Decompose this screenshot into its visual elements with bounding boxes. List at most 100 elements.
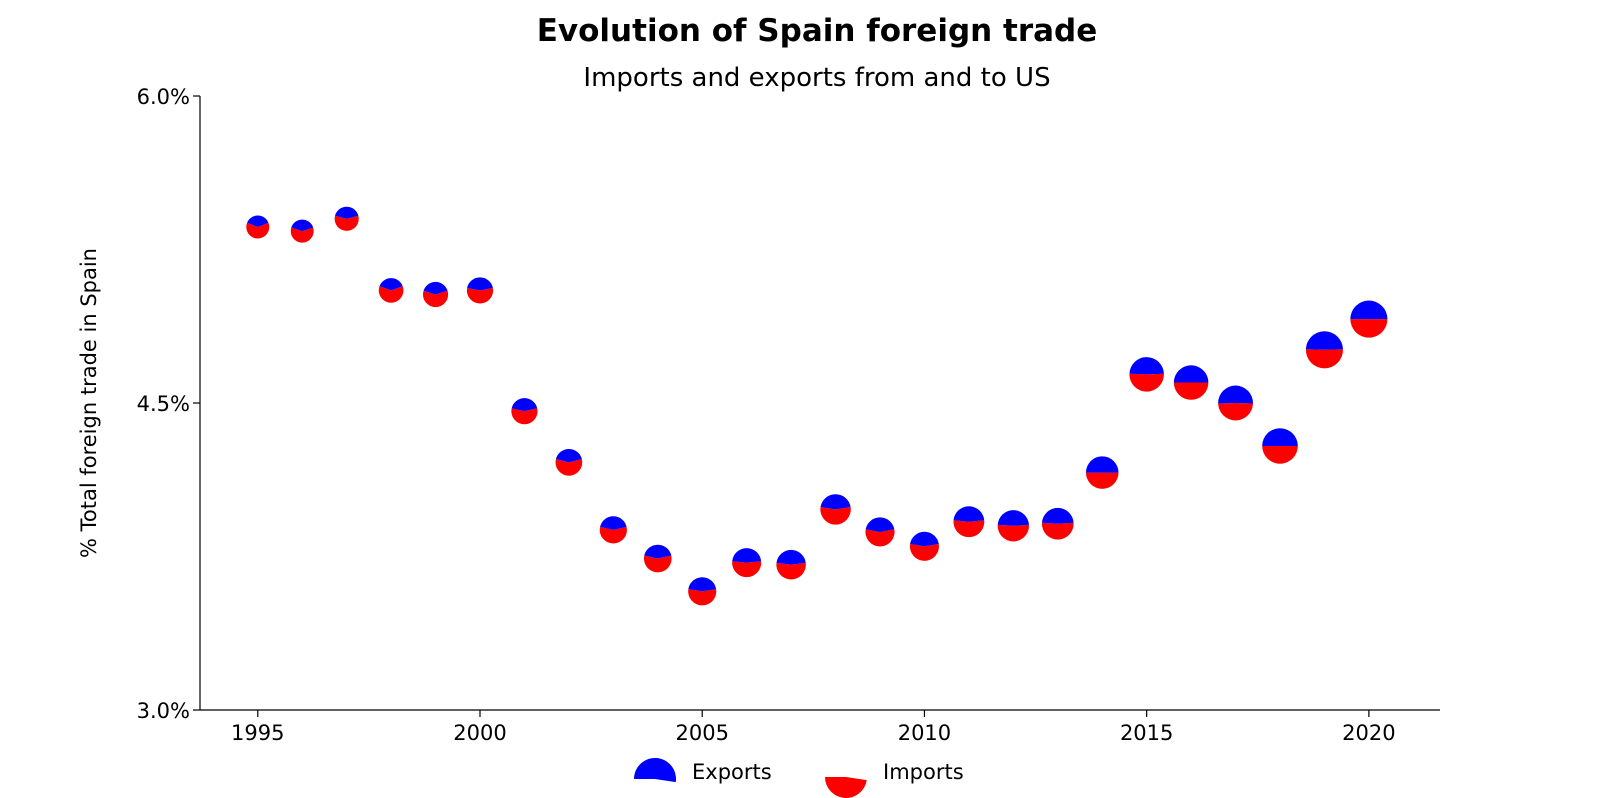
exports-wedge [820, 494, 851, 510]
data-point [1350, 300, 1388, 338]
y-ticks: 3.0% 4.5% 6.0% [137, 85, 200, 723]
exports-wedge [644, 544, 672, 559]
imports-wedge [953, 520, 985, 538]
exports-wedge [1041, 507, 1074, 524]
exports-wedge [1129, 357, 1164, 375]
legend-item-imports: Imports [825, 760, 964, 798]
imports-wedge [643, 555, 672, 573]
data-point [688, 577, 717, 606]
legend: Exports Imports [634, 758, 964, 798]
legend-exports-swatch [634, 758, 677, 783]
imports-wedge [246, 222, 270, 239]
imports-wedge [1350, 319, 1388, 338]
exports-wedge [953, 506, 985, 522]
imports-wedge [290, 227, 314, 243]
data-point [378, 278, 404, 303]
imports-wedge [1218, 403, 1253, 421]
imports-wedge [1262, 445, 1298, 464]
exports-wedge [1085, 456, 1119, 473]
imports-wedge [865, 529, 895, 547]
data-point [1041, 507, 1074, 540]
imports-wedge [1305, 349, 1343, 369]
x-tick-label: 2010 [898, 721, 951, 745]
data-point [1129, 357, 1164, 392]
imports-wedge [1129, 373, 1164, 392]
exports-wedge [910, 531, 939, 547]
imports-wedge [820, 507, 851, 525]
data-point [1262, 428, 1298, 464]
imports-wedge [466, 287, 494, 304]
exports-wedge [1173, 365, 1209, 383]
exports-wedge [334, 206, 359, 219]
data-point [511, 398, 538, 425]
exports-wedge [865, 517, 895, 532]
data-point [732, 548, 762, 578]
data-point [290, 219, 314, 243]
exports-wedge [423, 281, 448, 295]
imports-wedge [378, 286, 404, 303]
imports-wedge [776, 562, 806, 580]
y-axis-label: % Total foreign trade in Spain [77, 248, 101, 558]
exports-wedge [688, 577, 717, 592]
x-tick-label: 2020 [1342, 721, 1395, 745]
imports-wedge [1085, 472, 1119, 489]
exports-wedge [1305, 331, 1343, 350]
imports-wedge [599, 526, 627, 544]
exports-wedge [1350, 300, 1388, 320]
chart-title: Evolution of Spain foreign trade [537, 13, 1098, 49]
x-tick-label: 2015 [1120, 721, 1173, 745]
imports-wedge [422, 290, 449, 308]
exports-wedge [379, 278, 403, 291]
exports-wedge [1218, 385, 1253, 404]
imports-wedge [909, 543, 939, 561]
exports-wedge [776, 549, 806, 565]
data-point [466, 277, 494, 304]
exports-wedge [600, 516, 627, 530]
data-point [1305, 331, 1343, 369]
y-tick-label: 6.0% [137, 85, 190, 109]
legend-item-exports: Exports [634, 758, 772, 784]
legend-imports-swatch [825, 777, 867, 798]
data-point [820, 494, 851, 525]
chart-subtitle: Imports and exports from and to US [583, 63, 1050, 93]
data-point [953, 506, 985, 538]
imports-wedge [997, 524, 1029, 542]
data-point [246, 215, 270, 239]
imports-wedge [511, 408, 538, 425]
data-point [643, 544, 672, 573]
data-point [599, 516, 627, 544]
x-ticks: 1995 2000 2005 2010 2015 2020 [231, 710, 1396, 745]
exports-wedge [732, 548, 762, 563]
data-point [555, 448, 583, 476]
exports-wedge [291, 219, 314, 232]
legend-imports-label: Imports [883, 760, 964, 784]
exports-wedge [247, 215, 269, 227]
data-point [997, 510, 1029, 542]
imports-wedge [688, 589, 717, 606]
imports-wedge [1173, 382, 1209, 400]
imports-wedge [334, 215, 359, 231]
exports-wedge [997, 510, 1029, 526]
imports-wedge [555, 459, 583, 476]
exports-wedge [511, 398, 538, 412]
data-point [1085, 456, 1119, 489]
data-point [334, 206, 359, 231]
x-tick-label: 2000 [453, 721, 506, 745]
data-point [1173, 365, 1209, 400]
exports-wedge [1262, 428, 1298, 446]
data-point [776, 549, 806, 580]
x-tick-label: 1995 [231, 721, 284, 745]
imports-wedge [732, 561, 762, 578]
data-point [422, 281, 449, 308]
y-tick-label: 3.0% [137, 699, 190, 723]
data-point [909, 531, 939, 561]
x-tick-label: 2005 [675, 721, 728, 745]
imports-wedge [1041, 522, 1074, 540]
exports-wedge [467, 277, 493, 291]
legend-exports-label: Exports [692, 760, 772, 784]
y-tick-label: 4.5% [137, 392, 190, 416]
data-point [1218, 385, 1253, 421]
data-markers [246, 206, 1388, 606]
